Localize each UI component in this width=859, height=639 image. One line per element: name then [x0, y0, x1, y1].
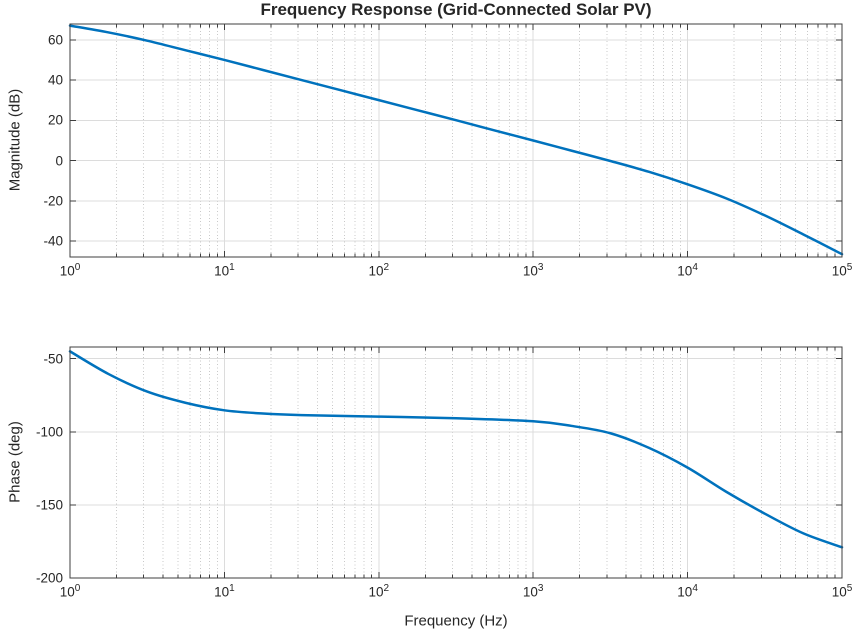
x-tick-label: 101	[214, 583, 235, 600]
x-tick-label: 103	[522, 583, 544, 600]
y-tick-label: -200	[35, 570, 63, 586]
y-tick-label: 0	[55, 153, 63, 169]
x-tick-label: 105	[831, 262, 853, 279]
y-tick-label: -50	[43, 351, 63, 367]
x-tick-label: 103	[522, 262, 544, 279]
x-tick-label: 105	[831, 583, 853, 600]
y-tick-label: -100	[35, 424, 63, 440]
y-tick-label: -20	[43, 193, 63, 209]
y-tick-label: -150	[35, 497, 63, 513]
phase-curve	[68, 350, 844, 549]
y-tick-label: -40	[43, 233, 63, 249]
y-tick-label: 60	[47, 32, 63, 48]
x-tick-label: 102	[368, 262, 390, 279]
x-tick-label: 100	[59, 262, 81, 279]
figure-title: Frequency Response (Grid-Connected Solar…	[260, 0, 652, 19]
x-tick-label: 102	[368, 583, 390, 600]
x-tick-label: 104	[677, 262, 698, 279]
x-tick-label: 104	[677, 583, 698, 600]
y-tick-label: 20	[47, 112, 63, 128]
x-tick-label: 100	[59, 583, 81, 600]
x-tick-label: 101	[214, 262, 235, 279]
magnitude-subplot	[68, 23, 844, 258]
y-tick-label: 40	[47, 72, 63, 88]
frequency-xlabel: Frequency (Hz)	[404, 612, 508, 630]
magnitude-curve	[68, 24, 844, 256]
phase-subplot	[68, 346, 844, 579]
